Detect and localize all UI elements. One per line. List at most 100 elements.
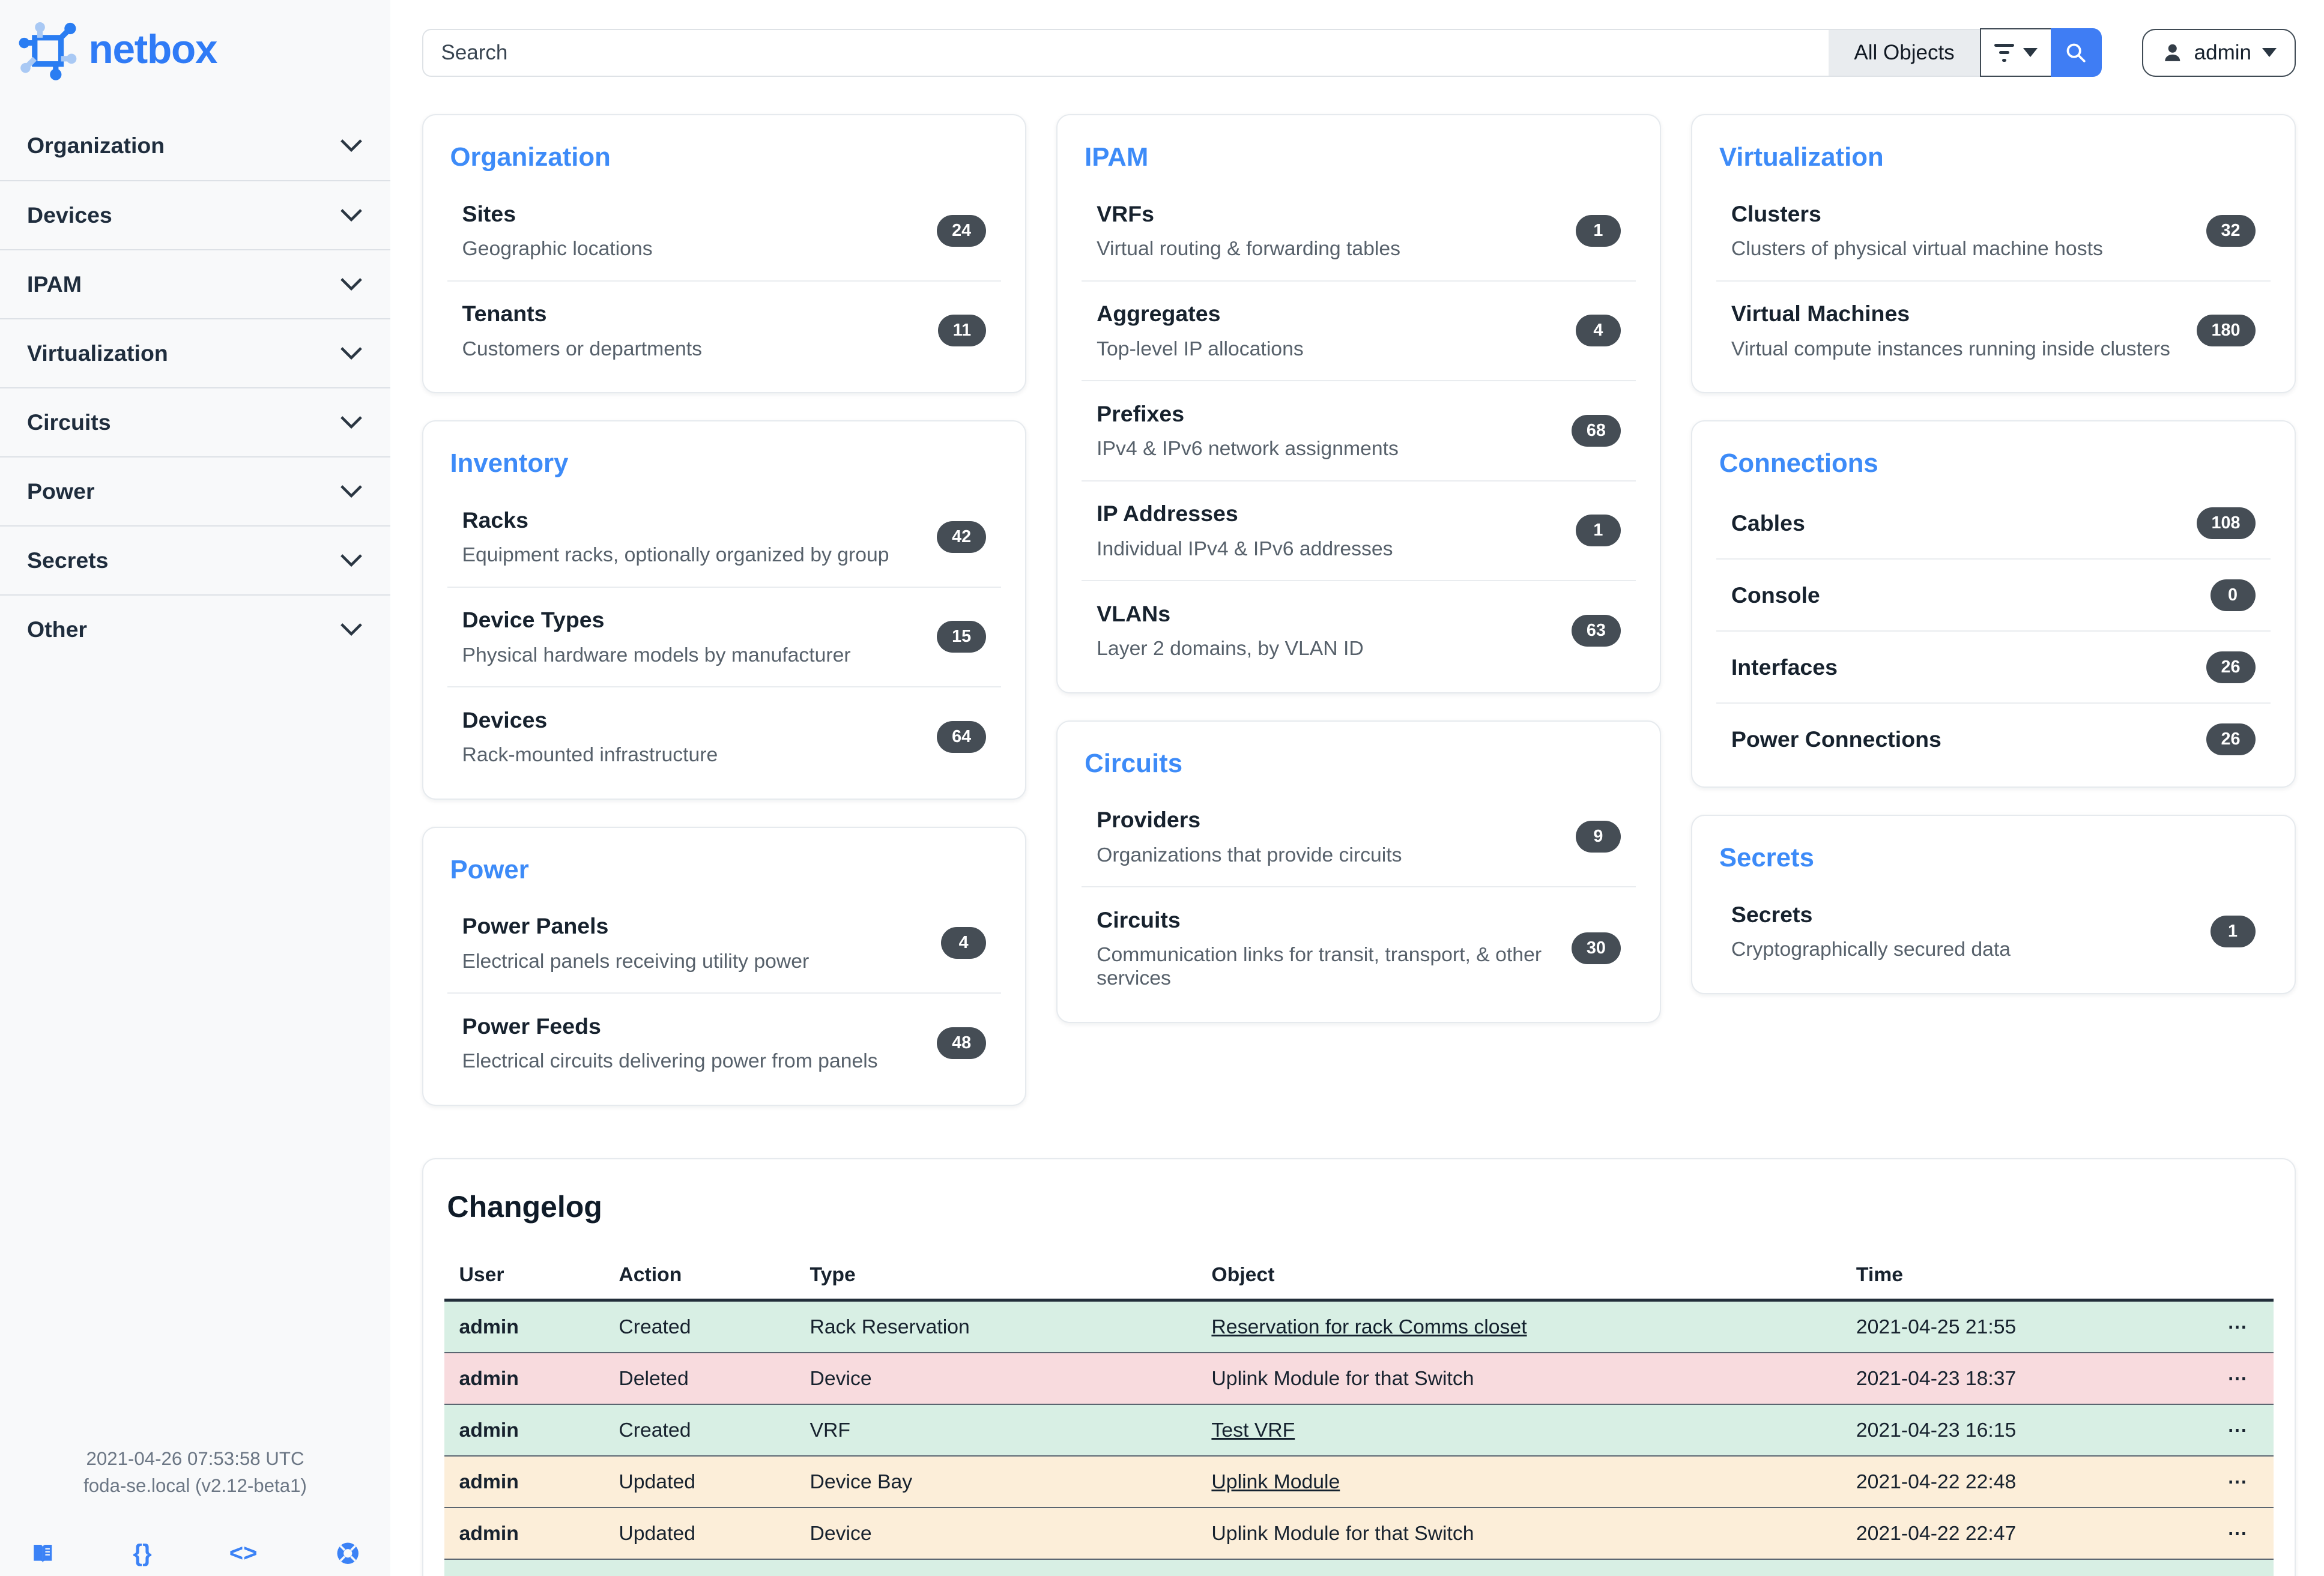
changelog-user: admin bbox=[444, 1456, 604, 1508]
card-item-description: Equipment racks, optionally organized by… bbox=[462, 543, 889, 567]
count-badge: 180 bbox=[2197, 315, 2256, 346]
changelog-object: Uplink Module for that Switch bbox=[1196, 1353, 1841, 1404]
brand[interactable]: netbox bbox=[0, 0, 390, 96]
row-menu-ellipsis-icon[interactable]: ⋯ bbox=[2227, 1316, 2249, 1338]
card-item-description: Geographic locations bbox=[462, 237, 653, 261]
search-group: All Objects bbox=[422, 29, 2102, 77]
count-badge: 30 bbox=[1572, 932, 1621, 964]
search-filter-button[interactable] bbox=[1980, 28, 2052, 77]
row-menu-ellipsis-icon[interactable]: ⋯ bbox=[2227, 1368, 2249, 1389]
help-lifebuoy-icon[interactable] bbox=[335, 1541, 361, 1566]
changelog-row-actions: ⋯ bbox=[2212, 1300, 2273, 1353]
changelog-type: Device bbox=[794, 1353, 1196, 1404]
sidebar-item-secrets[interactable]: Secrets bbox=[0, 525, 390, 594]
sidebar-item-virtualization[interactable]: Virtualization bbox=[0, 318, 390, 387]
card-item-name: Providers bbox=[1097, 807, 1402, 833]
changelog-object: Uplink Module for that Switch bbox=[1196, 1508, 1841, 1559]
sidebar-item-power[interactable]: Power bbox=[0, 456, 390, 525]
card-title: Circuits bbox=[1082, 746, 1636, 788]
source-code-icon[interactable]: <> bbox=[229, 1540, 258, 1567]
card-item-name: Cables bbox=[1731, 510, 1805, 536]
sidebar-item-ipam[interactable]: IPAM bbox=[0, 249, 390, 318]
row-menu-ellipsis-icon[interactable]: ⋯ bbox=[2227, 1471, 2249, 1493]
row-menu-ellipsis-icon[interactable]: ⋯ bbox=[2227, 1574, 2249, 1576]
card-item-name: IP Addresses bbox=[1097, 501, 1393, 527]
changelog-user: admin bbox=[444, 1300, 604, 1353]
filter-icon bbox=[1994, 44, 2014, 62]
changelog-row-actions: ⋯ bbox=[2212, 1353, 2273, 1404]
chevron-down-icon bbox=[339, 553, 363, 568]
card-item-name: Console bbox=[1731, 582, 1820, 608]
search-input[interactable] bbox=[423, 30, 1829, 76]
column-header-user: User bbox=[444, 1251, 604, 1300]
card-item-description: Customers or departments bbox=[462, 337, 703, 361]
card-item-name: Tenants bbox=[462, 301, 703, 327]
topbar: All Objects admin bbox=[422, 29, 2296, 77]
sidebar-item-label: Other bbox=[27, 617, 87, 642]
changelog-object-link[interactable]: Test VRF bbox=[1211, 1419, 1295, 1442]
api-braces-icon[interactable]: {} bbox=[133, 1540, 152, 1567]
changelog-object-link[interactable]: Reservation for rack Comms closet bbox=[1211, 1315, 1527, 1338]
card-title: Inventory bbox=[447, 445, 1002, 488]
changelog-row-actions: ⋯ bbox=[2212, 1456, 2273, 1508]
count-badge: 4 bbox=[1576, 315, 1621, 346]
changelog-type: Device bbox=[794, 1559, 1196, 1576]
count-badge: 24 bbox=[937, 215, 986, 247]
count-badge: 63 bbox=[1572, 615, 1621, 647]
search-button[interactable] bbox=[2051, 28, 2102, 77]
changelog-action: Updated bbox=[604, 1456, 794, 1508]
docs-book-icon[interactable] bbox=[30, 1542, 56, 1566]
sidebar-item-devices[interactable]: Devices bbox=[0, 180, 390, 249]
card-item-name: Power Feeds bbox=[462, 1013, 878, 1039]
card-item-text: Tenants Customers or departments bbox=[462, 301, 703, 361]
user-menu-button[interactable]: admin bbox=[2142, 29, 2296, 77]
footer-icons: {} <> bbox=[0, 1540, 390, 1567]
card-item-description: Virtual routing & forwarding tables bbox=[1097, 237, 1400, 261]
changelog-object: Reservation for rack Comms closet bbox=[1196, 1300, 1841, 1353]
footer-hostname: foda-se.local (v2.12-beta1) bbox=[0, 1472, 390, 1499]
sidebar-item-organization[interactable]: Organization bbox=[0, 111, 390, 180]
row-menu-ellipsis-icon[interactable]: ⋯ bbox=[2227, 1419, 2249, 1441]
count-badge: 42 bbox=[937, 521, 986, 553]
sidebar-item-other[interactable]: Other bbox=[0, 594, 390, 663]
changelog-object-link[interactable]: Uplink Module bbox=[1211, 1470, 1340, 1493]
search-icon bbox=[2065, 41, 2087, 64]
netbox-logo-icon bbox=[15, 18, 78, 81]
row-menu-ellipsis-icon[interactable]: ⋯ bbox=[2227, 1523, 2249, 1544]
sidebar-item-circuits[interactable]: Circuits bbox=[0, 387, 390, 456]
